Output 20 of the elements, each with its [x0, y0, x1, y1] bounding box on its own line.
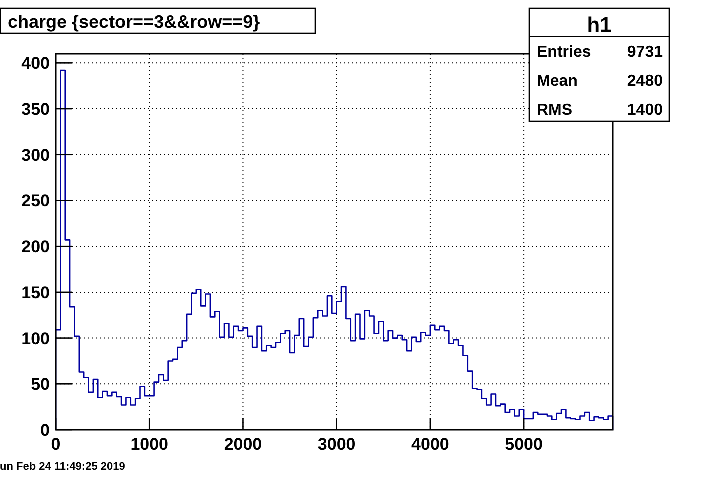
text: h1: [587, 14, 612, 37]
y-tick-label: 300: [22, 146, 50, 165]
x-tick-label: 4000: [412, 435, 450, 454]
text: un Feb 24 11:49:25 2019: [0, 461, 126, 473]
text: Mean 2480: [537, 73, 663, 90]
x-tick-label: 1000: [130, 435, 169, 454]
x-tick-label: 3000: [318, 435, 356, 454]
y-tick-label: 400: [22, 54, 50, 74]
y-tick-label: 150: [22, 283, 50, 302]
y-tick-label: 200: [22, 238, 50, 257]
x-tick-label: 2000: [224, 435, 262, 454]
chart-title: charge {sector==3&&row==9}: [8, 12, 260, 32]
y-tick-label: 250: [22, 192, 50, 211]
y-tick-label: 100: [22, 329, 50, 348]
y-tick-label: 350: [22, 100, 50, 120]
x-tick-label: 5000: [505, 435, 543, 454]
y-tick-label: 0: [40, 421, 50, 440]
text: RMS 1400: [537, 102, 663, 119]
y-tick-label: 50: [31, 375, 50, 394]
text: Entries 9731: [537, 44, 663, 61]
